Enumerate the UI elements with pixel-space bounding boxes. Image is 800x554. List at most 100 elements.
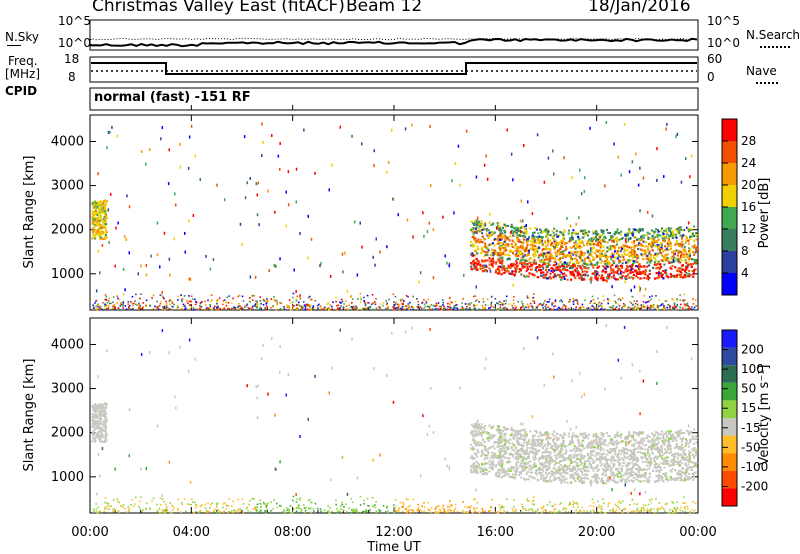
scatter-cell — [128, 509, 130, 511]
scatter-cell — [396, 509, 398, 512]
scatter-cell — [609, 509, 611, 512]
scatter-cell — [336, 507, 338, 510]
scatter-cell — [592, 505, 595, 508]
scatter-cell — [322, 308, 325, 310]
scatter-cell — [360, 296, 362, 299]
scatter-cell — [584, 299, 586, 302]
scatter-cell — [694, 502, 697, 505]
scatter-cell — [343, 506, 345, 508]
scatter-cell — [533, 300, 536, 303]
scatter-cell — [438, 308, 441, 311]
scatter-cell — [98, 410, 101, 413]
scatter-cell — [636, 503, 638, 505]
scatter-cell — [494, 308, 497, 310]
scatter-cell — [99, 212, 102, 215]
scatter-cell — [482, 307, 484, 310]
scatter-cell — [288, 299, 291, 301]
scatter-cell — [105, 229, 107, 232]
scatter-cell — [289, 505, 292, 507]
scatter-cell — [199, 302, 202, 304]
scatter-cell — [437, 505, 440, 507]
scatter-cell — [423, 502, 425, 504]
scatter-cell — [560, 308, 562, 310]
scatter-cell — [128, 306, 130, 308]
scatter-cell — [98, 427, 101, 430]
scatter-cell — [107, 300, 110, 302]
scatter-cell — [438, 508, 441, 511]
scatter-cell — [103, 408, 106, 411]
scatter-cell — [92, 217, 95, 220]
scatter-cell — [276, 299, 278, 302]
colorbar-tick-label: 100 — [741, 362, 764, 376]
scatter-cell — [218, 297, 221, 299]
scatter-cell — [95, 299, 98, 302]
scatter-cell — [335, 499, 337, 502]
scatter-cell — [223, 502, 226, 504]
scatter-cell — [158, 508, 161, 510]
scatter-cell — [443, 305, 445, 308]
scatter-cell — [386, 302, 388, 305]
scatter-cell — [621, 511, 623, 513]
scatter-cell — [508, 303, 511, 305]
scatter-cell — [478, 241, 480, 244]
scatter-cell — [467, 303, 469, 305]
scatter-cell — [104, 224, 107, 227]
scatter-cell — [549, 478, 551, 481]
scatter-cell — [273, 298, 275, 301]
y-tick-label: 4000 — [51, 134, 84, 149]
nave-tick-bottom: 0 — [707, 70, 715, 84]
scatter-cell — [96, 214, 99, 217]
scatter-cell — [102, 210, 105, 213]
scatter-cell — [561, 300, 564, 303]
scatter-cell — [184, 305, 186, 308]
scatter-cell — [591, 512, 594, 514]
scatter-cell — [272, 305, 274, 307]
scatter-cell — [276, 301, 278, 304]
scatter-cell — [412, 295, 414, 298]
scatter-cell — [633, 300, 636, 302]
scatter-cell — [679, 306, 681, 309]
scatter-cell — [643, 509, 645, 512]
scatter-cell — [276, 502, 278, 505]
scatter-cell — [98, 207, 101, 210]
scatter-cell — [573, 453, 576, 456]
scatter-cell — [93, 237, 96, 240]
scatter-cell — [122, 293, 125, 296]
scatter-cell — [681, 510, 684, 512]
scatter-cell — [112, 508, 114, 510]
scatter-cell — [134, 303, 137, 306]
scatter-cell — [132, 505, 135, 508]
scatter-cell — [113, 508, 116, 511]
scatter-cell — [505, 299, 507, 302]
scatter-cell — [547, 442, 550, 445]
scatter-cell — [572, 232, 575, 235]
scatter-cell — [141, 510, 143, 513]
colorbar-swatch — [722, 119, 737, 141]
scatter-cell — [655, 498, 657, 500]
scatter-cell — [408, 306, 410, 309]
nave-tick-top: 60 — [707, 52, 723, 66]
scatter-cell — [563, 432, 566, 435]
scatter-cell — [104, 424, 107, 427]
scatter-cell — [107, 503, 110, 505]
scatter-cell — [515, 232, 518, 234]
scatter-cell — [100, 201, 103, 204]
scatter-cell — [92, 420, 95, 423]
scatter-cell — [435, 507, 438, 509]
scatter-cell — [680, 506, 682, 509]
scatter-cell — [449, 305, 451, 308]
scatter-cell — [264, 503, 267, 505]
scatter-cell — [408, 308, 410, 311]
scatter-cell — [321, 307, 323, 309]
scatter-cell — [94, 437, 97, 440]
scatter-cell — [633, 503, 636, 505]
scatter-cell — [187, 503, 189, 505]
scatter-cell — [527, 305, 530, 308]
scatter-cell — [139, 304, 141, 307]
x-tick-label: 00:00 — [71, 525, 108, 540]
scatter-cell — [417, 503, 419, 506]
scatter-cell — [661, 303, 663, 306]
scatter-cell — [227, 307, 229, 310]
scatter-cell — [669, 304, 671, 307]
scatter-cell — [591, 454, 594, 457]
